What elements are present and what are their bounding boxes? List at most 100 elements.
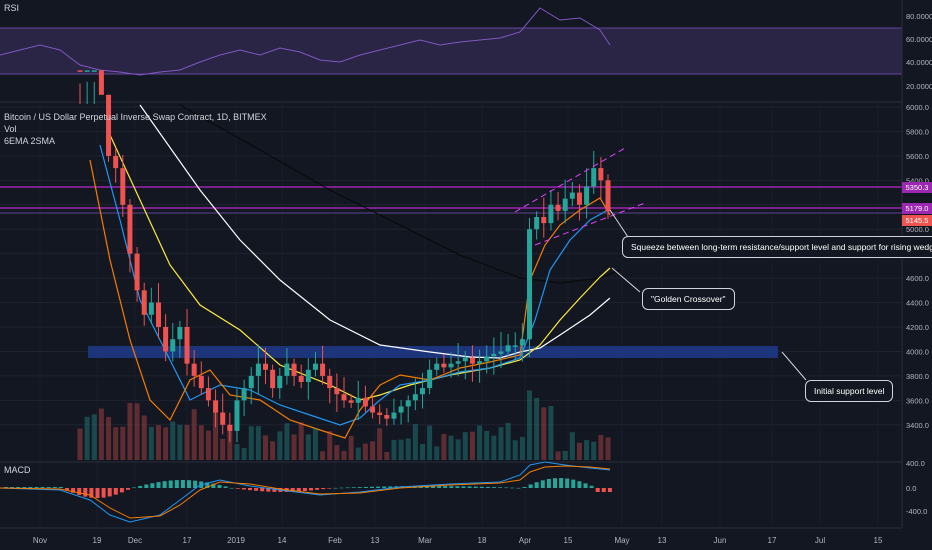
candle-body xyxy=(184,327,190,364)
x-tick-label: Nov xyxy=(33,536,47,545)
macd-axis-ticks: 400.0 0.0 -400.0 xyxy=(906,459,927,516)
volume-bar xyxy=(527,390,533,460)
candle-body xyxy=(377,412,383,415)
macd-line xyxy=(0,461,611,523)
rsi-pane xyxy=(0,0,902,102)
candle-body xyxy=(576,192,582,205)
x-tick-label: 15 xyxy=(564,536,573,545)
x-tick-label: 17 xyxy=(768,536,777,545)
x-axis-ticks: Nov 19 Dec 17 2019 14 Feb 13 Mar 18 Apr 15 May 13 Jun 1… xyxy=(33,536,883,545)
candle-body xyxy=(134,253,140,291)
candle-body xyxy=(305,369,311,382)
candle-body xyxy=(419,388,425,395)
volume-bars xyxy=(77,390,611,460)
macd-hist-bar xyxy=(187,480,191,488)
volume-bar xyxy=(213,412,219,460)
macd-hist-bar xyxy=(34,487,39,488)
macd-tick-label: 0.0 xyxy=(906,484,916,493)
volume-bar xyxy=(198,425,204,460)
volume-bar xyxy=(605,437,611,460)
y-tick-label: 4600.0 xyxy=(906,274,929,283)
volume-bar xyxy=(184,424,190,460)
volume-bar xyxy=(576,442,582,460)
candle-body xyxy=(77,70,83,72)
volume-bar xyxy=(384,451,390,460)
candle-body xyxy=(398,406,404,413)
volume-bar xyxy=(248,426,254,460)
volume-bar xyxy=(541,407,547,460)
macd-hist-bar xyxy=(485,486,490,488)
volume-bar xyxy=(512,440,518,460)
volume-bar xyxy=(220,438,226,460)
x-tick-label: 13 xyxy=(371,536,380,545)
macd-hist-bar xyxy=(52,487,57,488)
macd-hist-bar xyxy=(71,488,76,493)
macd-hist-bar xyxy=(327,488,332,489)
candle-body xyxy=(341,394,347,401)
macd-hist-bar xyxy=(168,480,173,488)
macd-hist-bar xyxy=(321,488,326,490)
candle-body xyxy=(270,369,276,389)
candle-body xyxy=(591,168,597,187)
candle-body xyxy=(434,363,440,370)
macd-hist-bar xyxy=(248,488,252,491)
volume-bar xyxy=(505,422,511,460)
macd-hist-bar xyxy=(461,486,466,488)
support-price-tag: 5179.0 xyxy=(902,203,932,214)
candle-body xyxy=(370,406,376,413)
candle-body xyxy=(534,217,540,230)
macd-pane xyxy=(0,461,612,523)
candle-body xyxy=(327,375,333,389)
macd-hist-bar xyxy=(516,487,521,489)
macd-hist-bar xyxy=(10,487,15,488)
y-tick-label: 4000.0 xyxy=(906,347,929,356)
y-tick-label: 5600.0 xyxy=(906,152,929,161)
instrument-title: Bitcoin / US Dollar Perpetual Inverse Sw… xyxy=(4,112,267,122)
volume-bar xyxy=(562,450,568,460)
x-tick-label: 17 xyxy=(183,536,192,545)
macd-hist-bar xyxy=(309,488,313,491)
volume-bar xyxy=(519,436,525,460)
candle-body xyxy=(255,363,261,376)
macd-hist-bar xyxy=(113,488,118,495)
macd-hist-bar xyxy=(540,480,545,488)
macd-hist-bar xyxy=(510,487,515,489)
candle-body xyxy=(320,363,326,376)
macd-tick-label: 400.0 xyxy=(906,459,925,468)
macd-hist-bar xyxy=(272,488,277,492)
volume-bar xyxy=(591,441,597,460)
volume-bar xyxy=(377,428,383,460)
x-tick-label: Apr xyxy=(519,536,532,545)
macd-hist-bar xyxy=(107,488,112,497)
volume-bar xyxy=(134,403,140,460)
resistance-price-tag: 5350.3 xyxy=(902,182,932,193)
initial-arrow xyxy=(781,351,807,381)
macd-hist-bar xyxy=(455,486,460,488)
volume-bar xyxy=(305,434,311,460)
macd-hist-bar xyxy=(370,486,374,488)
macd-hist-bar xyxy=(357,487,362,488)
volume-bar xyxy=(477,425,483,460)
volume-bar xyxy=(191,409,197,460)
macd-hist-bar xyxy=(449,486,454,488)
macd-hist-bar xyxy=(363,486,368,488)
volume-bar xyxy=(348,435,354,460)
macd-hist-bar xyxy=(180,480,185,488)
volume-bar xyxy=(484,430,490,460)
x-tick-label: 15 xyxy=(874,536,883,545)
macd-hist-bar xyxy=(351,487,356,488)
macd-hist-bar xyxy=(266,488,271,492)
volume-bar xyxy=(469,431,475,460)
x-tick-label: Dec xyxy=(128,536,142,545)
candle-body xyxy=(113,155,119,169)
macd-hist-bar xyxy=(345,487,350,489)
candle-body xyxy=(334,388,340,395)
x-tick-label: 19 xyxy=(93,536,102,545)
candle-body xyxy=(584,186,590,205)
macd-hist-bar xyxy=(565,478,570,488)
ema6-line xyxy=(89,159,611,439)
macd-hist-bar xyxy=(65,488,69,491)
volume-bar xyxy=(120,426,126,460)
macd-hist-bar xyxy=(607,488,612,492)
candle-body xyxy=(512,345,518,347)
